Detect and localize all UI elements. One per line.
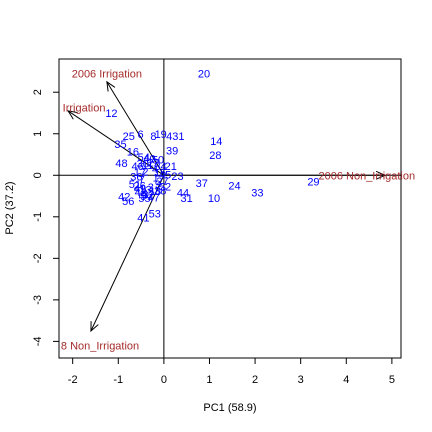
point-label-cluster: 3	[148, 182, 154, 194]
y-tick-label: -1	[32, 212, 44, 222]
x-tick-label: -2	[68, 374, 78, 386]
x-tick-label: 1	[206, 374, 212, 386]
y-axis: -4 -3 -2 -1 0 1 2	[32, 89, 60, 346]
x-axis-title: PC1 (58.9)	[203, 402, 256, 414]
point-label-cluster: 38	[154, 186, 166, 198]
x-tick-label: 3	[298, 374, 304, 386]
y-tick-label: -4	[32, 336, 44, 346]
point-label-cluster: 11	[142, 160, 153, 172]
point-label-cluster: 52	[159, 181, 171, 193]
point-label-cluster: 22	[148, 157, 160, 169]
point-label: 39	[166, 145, 178, 157]
y-tick-label: 2	[32, 89, 44, 95]
point-label: 431	[166, 131, 184, 143]
point-label: 31	[181, 193, 193, 205]
point-label: 20	[198, 69, 210, 81]
point-label-cluster: 1	[153, 172, 159, 184]
point-label-cluster: 30	[137, 158, 149, 170]
point-label: 28	[209, 150, 221, 162]
point-label-cluster: 54	[138, 152, 150, 164]
point-label: 37	[196, 178, 208, 190]
point-label-cluster: 50	[152, 154, 164, 166]
point-label-cluster: 51	[129, 179, 141, 191]
point-label-cluster: 15	[154, 168, 166, 180]
point-label: 21	[165, 161, 177, 173]
point-label: 33	[251, 188, 263, 200]
point-label-cluster: 34	[154, 161, 166, 173]
loading-label: 2006 Irrigation	[72, 69, 142, 81]
point-label-cluster: 26	[134, 180, 146, 192]
point-label: 49	[134, 184, 146, 196]
loading-label: Irrigation	[63, 103, 106, 115]
loading-arrow	[68, 111, 165, 176]
point-label-cluster: 18	[149, 186, 161, 198]
x-tick-label: 2	[252, 374, 258, 386]
point-label: 53	[149, 208, 161, 220]
point-label: 16	[127, 147, 139, 159]
point-label-cluster: 32	[142, 190, 154, 202]
x-tick-label: 5	[389, 374, 395, 386]
point-label: 23	[171, 171, 183, 183]
point-label: 57	[142, 189, 154, 201]
point-label: 8	[150, 131, 156, 143]
plot-frame	[58, 58, 402, 359]
point-label: 42	[118, 191, 130, 203]
point-label-cluster: 7	[139, 174, 145, 186]
point-label-cluster: 17	[134, 167, 146, 179]
point-label: 12	[105, 108, 117, 120]
loading-vectors: 2006 Irrigation Irrigation 2006 Non_Irriga…	[61, 69, 415, 353]
loading-label: 2006 Non_Irrigation	[318, 170, 415, 182]
loading-arrow	[107, 82, 165, 176]
loading-label: 8 Non_Irrigation	[61, 341, 139, 353]
point-label-cluster: 55	[138, 193, 150, 205]
point-label: 24	[228, 181, 240, 193]
x-axis: -2 -1 0 1 2 3 4 5	[68, 357, 395, 386]
y-tick-label: 0	[32, 172, 44, 178]
point-label: 41	[137, 213, 149, 225]
point-label-cluster: 27	[156, 176, 168, 188]
point-label: 19	[155, 129, 167, 141]
point-label-cluster: 36	[130, 172, 142, 184]
loading-arrow	[91, 175, 165, 331]
point-label-cluster: 2	[142, 167, 148, 179]
point-label-cluster: 4	[152, 164, 158, 176]
point-label: 29	[307, 177, 319, 189]
x-tick-label: -1	[113, 374, 123, 386]
y-tick-label: -3	[32, 295, 44, 305]
point-label: 44	[177, 188, 189, 200]
y-tick-label: -2	[32, 253, 44, 263]
y-axis-title: PC2 (37.2)	[4, 181, 16, 234]
y-tick-label: 1	[32, 131, 44, 137]
point-label-cluster: 13	[139, 184, 151, 196]
point-label: 56	[122, 196, 134, 208]
point-label-cluster: 45	[159, 170, 171, 182]
point-label: 10	[208, 193, 220, 205]
point-label: 14	[210, 136, 222, 148]
point-label-cluster: 40	[143, 153, 155, 165]
point-label-cluster: 43	[135, 187, 147, 199]
point-label: 25	[123, 131, 135, 143]
point-label-cluster: 47	[147, 192, 159, 204]
point-label-cluster: 9	[155, 179, 161, 191]
point-label: 5	[140, 191, 146, 203]
point-label: 35	[114, 139, 126, 151]
point-label-cluster: 46	[132, 161, 144, 173]
point-label: 48	[115, 158, 127, 170]
point-label: 6	[138, 129, 144, 141]
x-tick-label: 0	[161, 374, 167, 386]
x-tick-label: 4	[343, 374, 349, 386]
